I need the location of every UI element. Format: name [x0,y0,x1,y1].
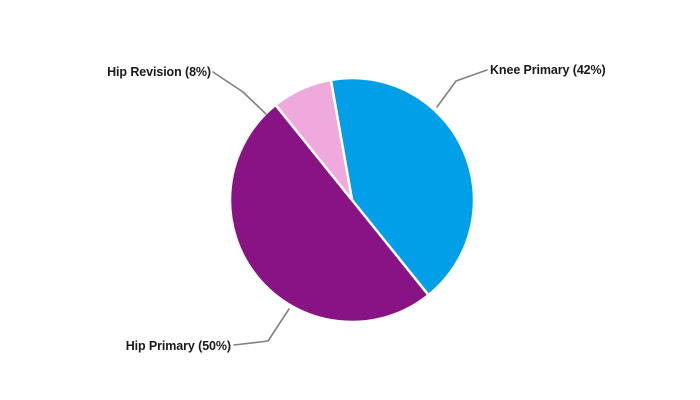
pie-slice-hip-revision[interactable] [274,78,354,202]
pie-slices-group [228,76,476,324]
leader-line-hip-primary [233,308,290,346]
leader-line-knee-primary [436,69,488,108]
slice-labels-group: Knee Primary (42%) Hip Revision (8%) Hip… [107,63,606,353]
pie-slice-hip-primary[interactable] [228,103,430,324]
slice-label-hip-revision: Hip Revision (8%) [107,65,211,79]
slice-label-hip-primary: Hip Primary (50%) [126,339,231,353]
leader-lines-group [212,69,488,346]
slice-label-knee-primary: Knee Primary (42%) [490,63,606,77]
leader-line-hip-revision [212,71,267,115]
pie-slice-knee-primary[interactable] [329,76,476,297]
